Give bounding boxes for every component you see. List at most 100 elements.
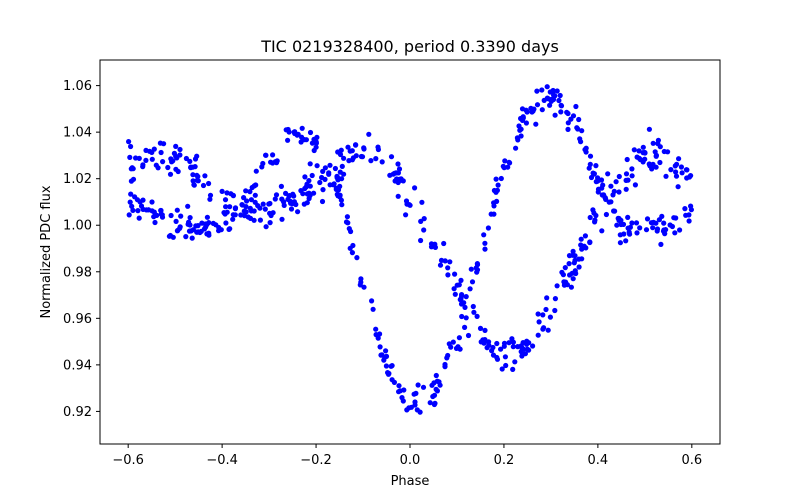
data-point <box>369 298 375 304</box>
data-point <box>482 246 488 252</box>
data-point <box>629 220 635 226</box>
data-point <box>241 195 247 201</box>
data-point <box>202 173 208 179</box>
data-point <box>334 191 340 197</box>
data-point <box>331 181 337 187</box>
data-point <box>134 197 140 203</box>
data-point <box>332 165 338 172</box>
data-point <box>565 120 571 126</box>
data-point <box>421 227 427 233</box>
y-tick-label: 0.98 <box>63 265 92 280</box>
data-point <box>188 164 194 170</box>
data-point <box>383 348 389 354</box>
data-point <box>530 343 536 349</box>
data-point <box>129 203 135 209</box>
data-point <box>158 211 164 217</box>
data-point <box>575 126 581 132</box>
data-point <box>253 182 259 188</box>
data-point <box>620 221 627 227</box>
data-point <box>663 227 669 233</box>
data-point <box>663 173 669 179</box>
data-point <box>652 149 658 155</box>
data-point <box>339 202 345 208</box>
data-point <box>165 164 171 171</box>
data-point <box>433 372 439 379</box>
data-point <box>361 284 367 290</box>
data-point <box>200 182 207 189</box>
data-point <box>541 97 547 103</box>
data-point <box>456 282 462 288</box>
data-point <box>583 149 589 155</box>
chart-title: TIC 0219328400, period 0.3390 days <box>260 37 559 56</box>
data-point <box>288 206 295 212</box>
data-point <box>616 215 622 222</box>
data-point <box>502 158 508 164</box>
data-point <box>418 237 424 244</box>
data-point <box>452 271 458 277</box>
data-point <box>482 240 488 246</box>
data-point <box>624 156 630 163</box>
data-point <box>614 222 620 228</box>
data-point <box>253 168 259 174</box>
data-point <box>216 224 222 231</box>
data-point <box>160 159 166 165</box>
data-point <box>625 214 631 220</box>
data-point <box>283 127 289 133</box>
data-point <box>442 258 448 264</box>
data-point <box>173 143 179 149</box>
data-point <box>149 199 155 205</box>
data-point <box>647 163 653 169</box>
data-point <box>335 149 341 155</box>
data-point <box>421 216 427 222</box>
data-point <box>600 182 606 188</box>
data-point <box>251 208 257 214</box>
data-point <box>643 227 650 233</box>
data-point <box>433 386 439 392</box>
data-point <box>465 332 472 339</box>
data-point <box>174 207 180 213</box>
data-point <box>485 225 491 231</box>
data-point <box>301 137 307 143</box>
data-point <box>174 228 180 234</box>
data-point <box>207 192 214 198</box>
data-point <box>502 354 508 360</box>
data-point <box>634 230 640 236</box>
data-point <box>206 220 212 226</box>
data-point <box>335 177 341 183</box>
data-point <box>251 217 257 223</box>
data-point <box>223 220 229 226</box>
data-point <box>659 213 665 219</box>
data-point <box>417 409 423 415</box>
data-point <box>505 164 511 170</box>
data-point <box>158 149 164 156</box>
data-point <box>230 216 236 222</box>
data-point <box>389 363 395 369</box>
data-point <box>298 188 304 194</box>
data-point <box>625 225 631 231</box>
data-point <box>190 172 196 178</box>
data-point <box>263 224 269 230</box>
data-point <box>563 279 569 285</box>
data-point <box>428 241 435 247</box>
data-point <box>243 209 249 215</box>
data-point <box>128 143 134 150</box>
data-points <box>126 84 695 415</box>
data-point <box>359 154 366 160</box>
data-point <box>519 345 525 351</box>
y-axis-ticks: 0.92 0.94 0.96 0.98 1.00 1.02 1.04 1.06 <box>63 79 100 420</box>
data-point <box>458 301 465 307</box>
data-point <box>345 144 351 150</box>
data-point <box>386 370 392 377</box>
data-point <box>459 292 465 298</box>
data-point <box>244 198 250 204</box>
data-point <box>338 197 344 203</box>
data-point <box>403 212 409 218</box>
data-point <box>228 191 234 197</box>
data-point <box>152 219 158 226</box>
data-point <box>595 186 602 192</box>
data-point <box>149 156 155 162</box>
data-point <box>273 192 280 198</box>
data-point <box>547 102 553 108</box>
x-tick-label: 0.0 <box>400 453 421 468</box>
